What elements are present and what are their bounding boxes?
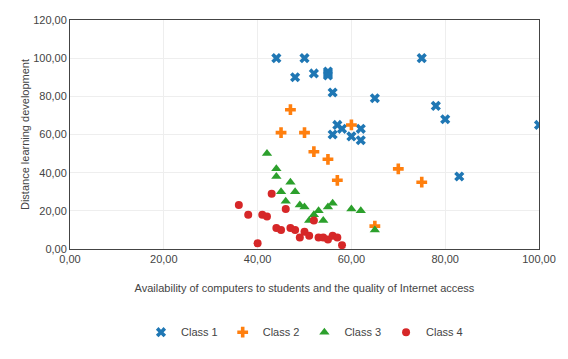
svg-text:0,00: 0,00: [59, 253, 80, 265]
svg-text:Availability of computers to s: Availability of computers to students an…: [135, 282, 475, 294]
svg-text:0,00: 0,00: [45, 243, 66, 255]
svg-text:Class 3: Class 3: [344, 326, 381, 338]
svg-text:Class 1: Class 1: [181, 326, 218, 338]
svg-text:60,00: 60,00: [39, 128, 67, 140]
svg-text:100,00: 100,00: [33, 52, 67, 64]
svg-text:60,00: 60,00: [338, 253, 366, 265]
svg-text:40,00: 40,00: [39, 167, 67, 179]
svg-text:120,00: 120,00: [33, 14, 67, 26]
svg-text:80,00: 80,00: [39, 90, 67, 102]
svg-text:100,00: 100,00: [522, 253, 556, 265]
svg-text:Class 2: Class 2: [263, 326, 300, 338]
svg-text:20,00: 20,00: [150, 253, 178, 265]
svg-text:80,00: 80,00: [431, 253, 459, 265]
svg-text:40,00: 40,00: [244, 253, 272, 265]
svg-text:Distance learning development: Distance learning development: [19, 59, 31, 210]
svg-text:Class 4: Class 4: [426, 326, 463, 338]
svg-text:20,00: 20,00: [39, 205, 67, 217]
